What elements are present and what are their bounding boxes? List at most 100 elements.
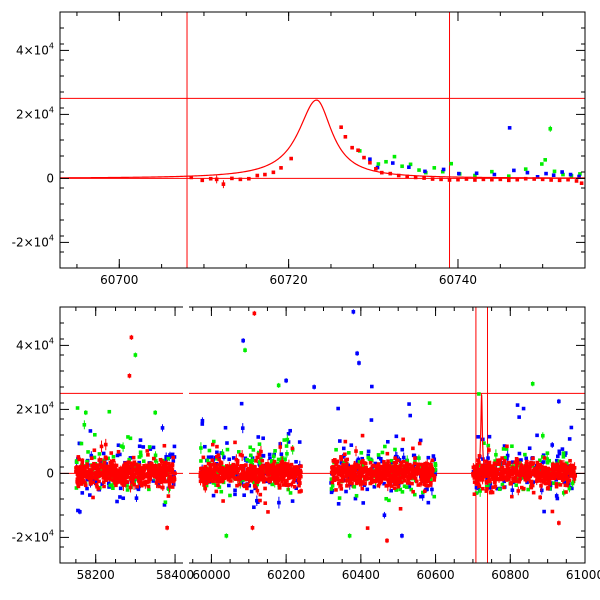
bottom-point-red	[477, 469, 482, 473]
bottom-point-red	[363, 465, 368, 470]
bottom-point-red	[126, 460, 131, 464]
bottom-point-red	[249, 477, 254, 482]
bottom-point-green	[359, 451, 364, 455]
bottom-point-red	[254, 459, 258, 463]
bottom-point-red	[108, 471, 113, 476]
bottom-point-green	[567, 486, 572, 491]
bottom-point-red	[378, 472, 383, 477]
bottom-point-red	[392, 472, 396, 477]
bottom-panel-frame	[59, 306, 586, 564]
bottom-point-red	[347, 473, 352, 478]
bottom-point-red	[568, 473, 573, 478]
bottom-point-green	[482, 441, 486, 445]
bottom-point-red	[89, 456, 94, 461]
bottom-point-red	[139, 466, 143, 470]
bottom-point-red	[517, 479, 522, 484]
bottom-point-red	[288, 466, 292, 471]
bottom-point-red	[420, 478, 424, 483]
bottom-point-red	[332, 459, 337, 464]
bottom-point-red	[297, 476, 302, 481]
bottom-point-blue	[336, 502, 341, 506]
bottom-outlier-red	[250, 526, 255, 530]
bottom-point-red	[128, 475, 133, 480]
bottom-point-red	[385, 471, 390, 475]
bottom-point-red	[280, 479, 284, 484]
bottom-point-green	[384, 496, 389, 501]
bottom-point-red	[418, 462, 423, 467]
bottom-point-red	[495, 470, 500, 474]
bottom-point-blue	[382, 513, 387, 517]
bottom-point-red	[396, 484, 401, 489]
top-point-red	[350, 145, 354, 150]
bottom-outlier-green	[433, 463, 438, 468]
bottom-point-red	[401, 437, 405, 442]
bottom-point-red	[417, 471, 422, 476]
bottom-point-red	[156, 477, 161, 482]
bottom-point-blue	[360, 456, 365, 461]
bottom-point-red	[572, 471, 576, 475]
top-panel-x-axis: 60700 60720 60740	[76, 12, 544, 287]
bottom-point-red	[128, 470, 133, 475]
bottom-point-green	[85, 459, 89, 464]
bottom-point-red	[96, 486, 101, 491]
bottom-point-red	[543, 465, 547, 470]
bottom-point-red	[165, 479, 170, 484]
top-point-red	[263, 172, 267, 177]
bottom-point-red	[118, 466, 123, 471]
bottom-point-green	[288, 491, 293, 495]
bottom-point-green	[564, 461, 569, 466]
bottom-point-red	[156, 469, 161, 474]
bottom-point-red	[212, 466, 217, 471]
bottom-point-red	[126, 471, 131, 476]
bottom-point-blue	[377, 455, 381, 460]
top-model-curve-line	[60, 99, 585, 179]
bottom-point-red	[206, 461, 211, 466]
bottom-point-green	[497, 487, 502, 492]
bottom-panel-y-axis: 4×104 2×104 0 -2×104	[12, 306, 585, 564]
bottom-outlier-green	[224, 534, 229, 538]
bottom-point-green	[282, 438, 287, 442]
bottom-point-green	[82, 423, 87, 427]
bottom-point-red	[104, 475, 109, 479]
bottom-point-red	[353, 474, 358, 478]
bottom-point-red	[270, 466, 275, 471]
bottom-point-red	[564, 490, 568, 494]
bottom-point-red	[490, 474, 495, 478]
bottom-point-red	[392, 460, 397, 465]
bottom-point-red	[376, 475, 380, 479]
bottom-point-red	[427, 468, 431, 473]
bottom-point-red	[202, 479, 207, 483]
bottom-point-red	[506, 473, 511, 478]
bottom-point-red	[297, 481, 302, 485]
bottom-point-red	[406, 469, 411, 473]
bottom-point-red	[345, 457, 350, 462]
bottom-point-red	[527, 469, 532, 474]
top-point-red	[413, 175, 418, 180]
bottom-point-blue	[115, 499, 119, 504]
bottom-point-red	[429, 468, 434, 473]
bottom-point-blue	[256, 435, 261, 439]
bottom-point-red	[336, 464, 341, 469]
top-point-blue	[525, 170, 530, 175]
bottom-outlier-blue	[357, 361, 361, 365]
bottom-panel-data-points	[74, 309, 578, 544]
bottom-panel-model-curve	[472, 392, 496, 474]
bottom-point-red	[331, 473, 336, 477]
bottom-point-green	[125, 488, 130, 492]
bottom-point-red	[416, 483, 421, 487]
top-panel-model-curve	[60, 99, 585, 179]
bottom-point-red	[564, 473, 569, 478]
bottom-point-red	[493, 477, 498, 482]
bottom-point-red	[391, 477, 396, 482]
bottom-point-red	[102, 460, 107, 465]
bottom-point-blue	[261, 436, 265, 441]
bottom-point-green	[111, 486, 115, 491]
top-point-green	[552, 169, 557, 174]
bottom-point-red	[411, 446, 415, 451]
bottom-point-red	[233, 440, 237, 445]
bottom-point-red	[357, 474, 362, 478]
bottom-point-red	[255, 479, 260, 484]
bottom-point-red	[263, 486, 267, 491]
